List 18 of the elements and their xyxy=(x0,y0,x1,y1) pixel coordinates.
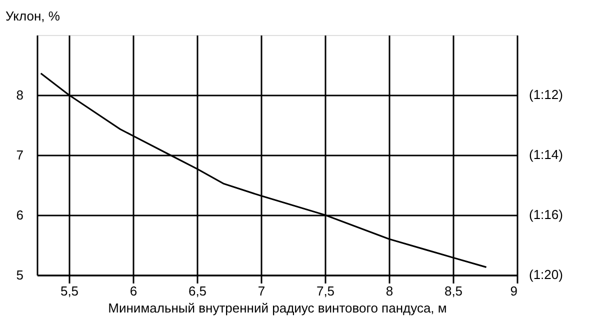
x-tick-label: 6,5 xyxy=(188,284,207,298)
x-tick-label: 9 xyxy=(510,284,518,298)
x-axis-title: Минимальный внутренний радиус винтового пандуса, м xyxy=(108,300,447,316)
y-tick-label: 6 xyxy=(16,208,24,222)
x-tick-label: 5,5 xyxy=(60,284,79,298)
x-tick-label: 8,5 xyxy=(444,284,463,298)
text: (1:20) xyxy=(529,267,563,282)
text: (1:14) xyxy=(529,147,563,162)
text: (1:16) xyxy=(529,207,563,222)
y-axis-title: Уклон, % xyxy=(6,8,60,24)
x-tick-label: 6 xyxy=(130,284,138,298)
text: (1:12) xyxy=(529,87,563,102)
y-tick-label: 7 xyxy=(16,148,24,162)
y-tick-label: 5 xyxy=(16,268,24,282)
x-tick-label: 7 xyxy=(258,284,266,298)
x-tick-label: 8 xyxy=(386,284,394,298)
y-tick-label: 8 xyxy=(16,88,24,102)
x-tick-label: 7,5 xyxy=(316,284,335,298)
